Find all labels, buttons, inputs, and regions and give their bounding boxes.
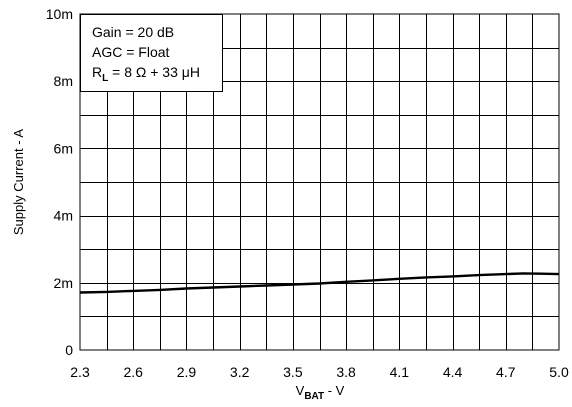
legend: Gain = 20 dB AGC = Float RL = 8 Ω + 33 μ… (80, 14, 223, 92)
x-tick-label: 4.4 (443, 364, 463, 380)
legend-agc: AGC = Float (92, 44, 170, 60)
y-tick-label: 2m (54, 275, 73, 291)
legend-gain: Gain = 20 dB (92, 24, 174, 40)
x-tick-labels: 2.3 2.6 2.9 3.2 3.5 3.8 4.1 4.4 4.7 5.0 (70, 364, 569, 380)
x-axis-label: VBAT - V (296, 383, 345, 402)
legend-load-subscript: L (102, 73, 108, 84)
legend-load-main: R (92, 64, 102, 80)
x-tick-label: 3.2 (230, 364, 250, 380)
x-tick-label: 3.5 (283, 364, 303, 380)
x-axis-label-suffix: - V (324, 383, 345, 398)
grid (80, 14, 559, 350)
x-tick-label: 2.3 (70, 364, 90, 380)
y-axis-label: Supply Current - A (11, 129, 26, 236)
legend-box (80, 14, 223, 92)
series-layer (79, 272, 560, 294)
x-tick-label: 4.7 (496, 364, 516, 380)
legend-load: RL = 8 Ω + 33 μH (92, 64, 200, 84)
x-axis-label-subscript: BAT (304, 391, 324, 402)
legend-load-suffix: = 8 Ω + 33 μH (108, 64, 200, 80)
x-tick-label: 2.6 (123, 364, 143, 380)
series-line (79, 272, 560, 294)
x-tick-label: 5.0 (549, 364, 569, 380)
x-tick-label: 4.1 (390, 364, 410, 380)
plot-frame (79, 13, 560, 351)
x-axis-label-main: V (296, 383, 305, 398)
y-tick-label: 6m (54, 140, 73, 156)
x-tick-label: 2.9 (177, 364, 197, 380)
y-tick-label: 8m (54, 73, 73, 89)
y-tick-label: 0 (65, 342, 73, 358)
x-tick-label: 3.8 (336, 364, 356, 380)
y-tick-labels: 0 2m 4m 6m 8m 10m (46, 6, 73, 358)
y-tick-label: 10m (46, 6, 73, 22)
y-tick-label: 4m (54, 208, 73, 224)
